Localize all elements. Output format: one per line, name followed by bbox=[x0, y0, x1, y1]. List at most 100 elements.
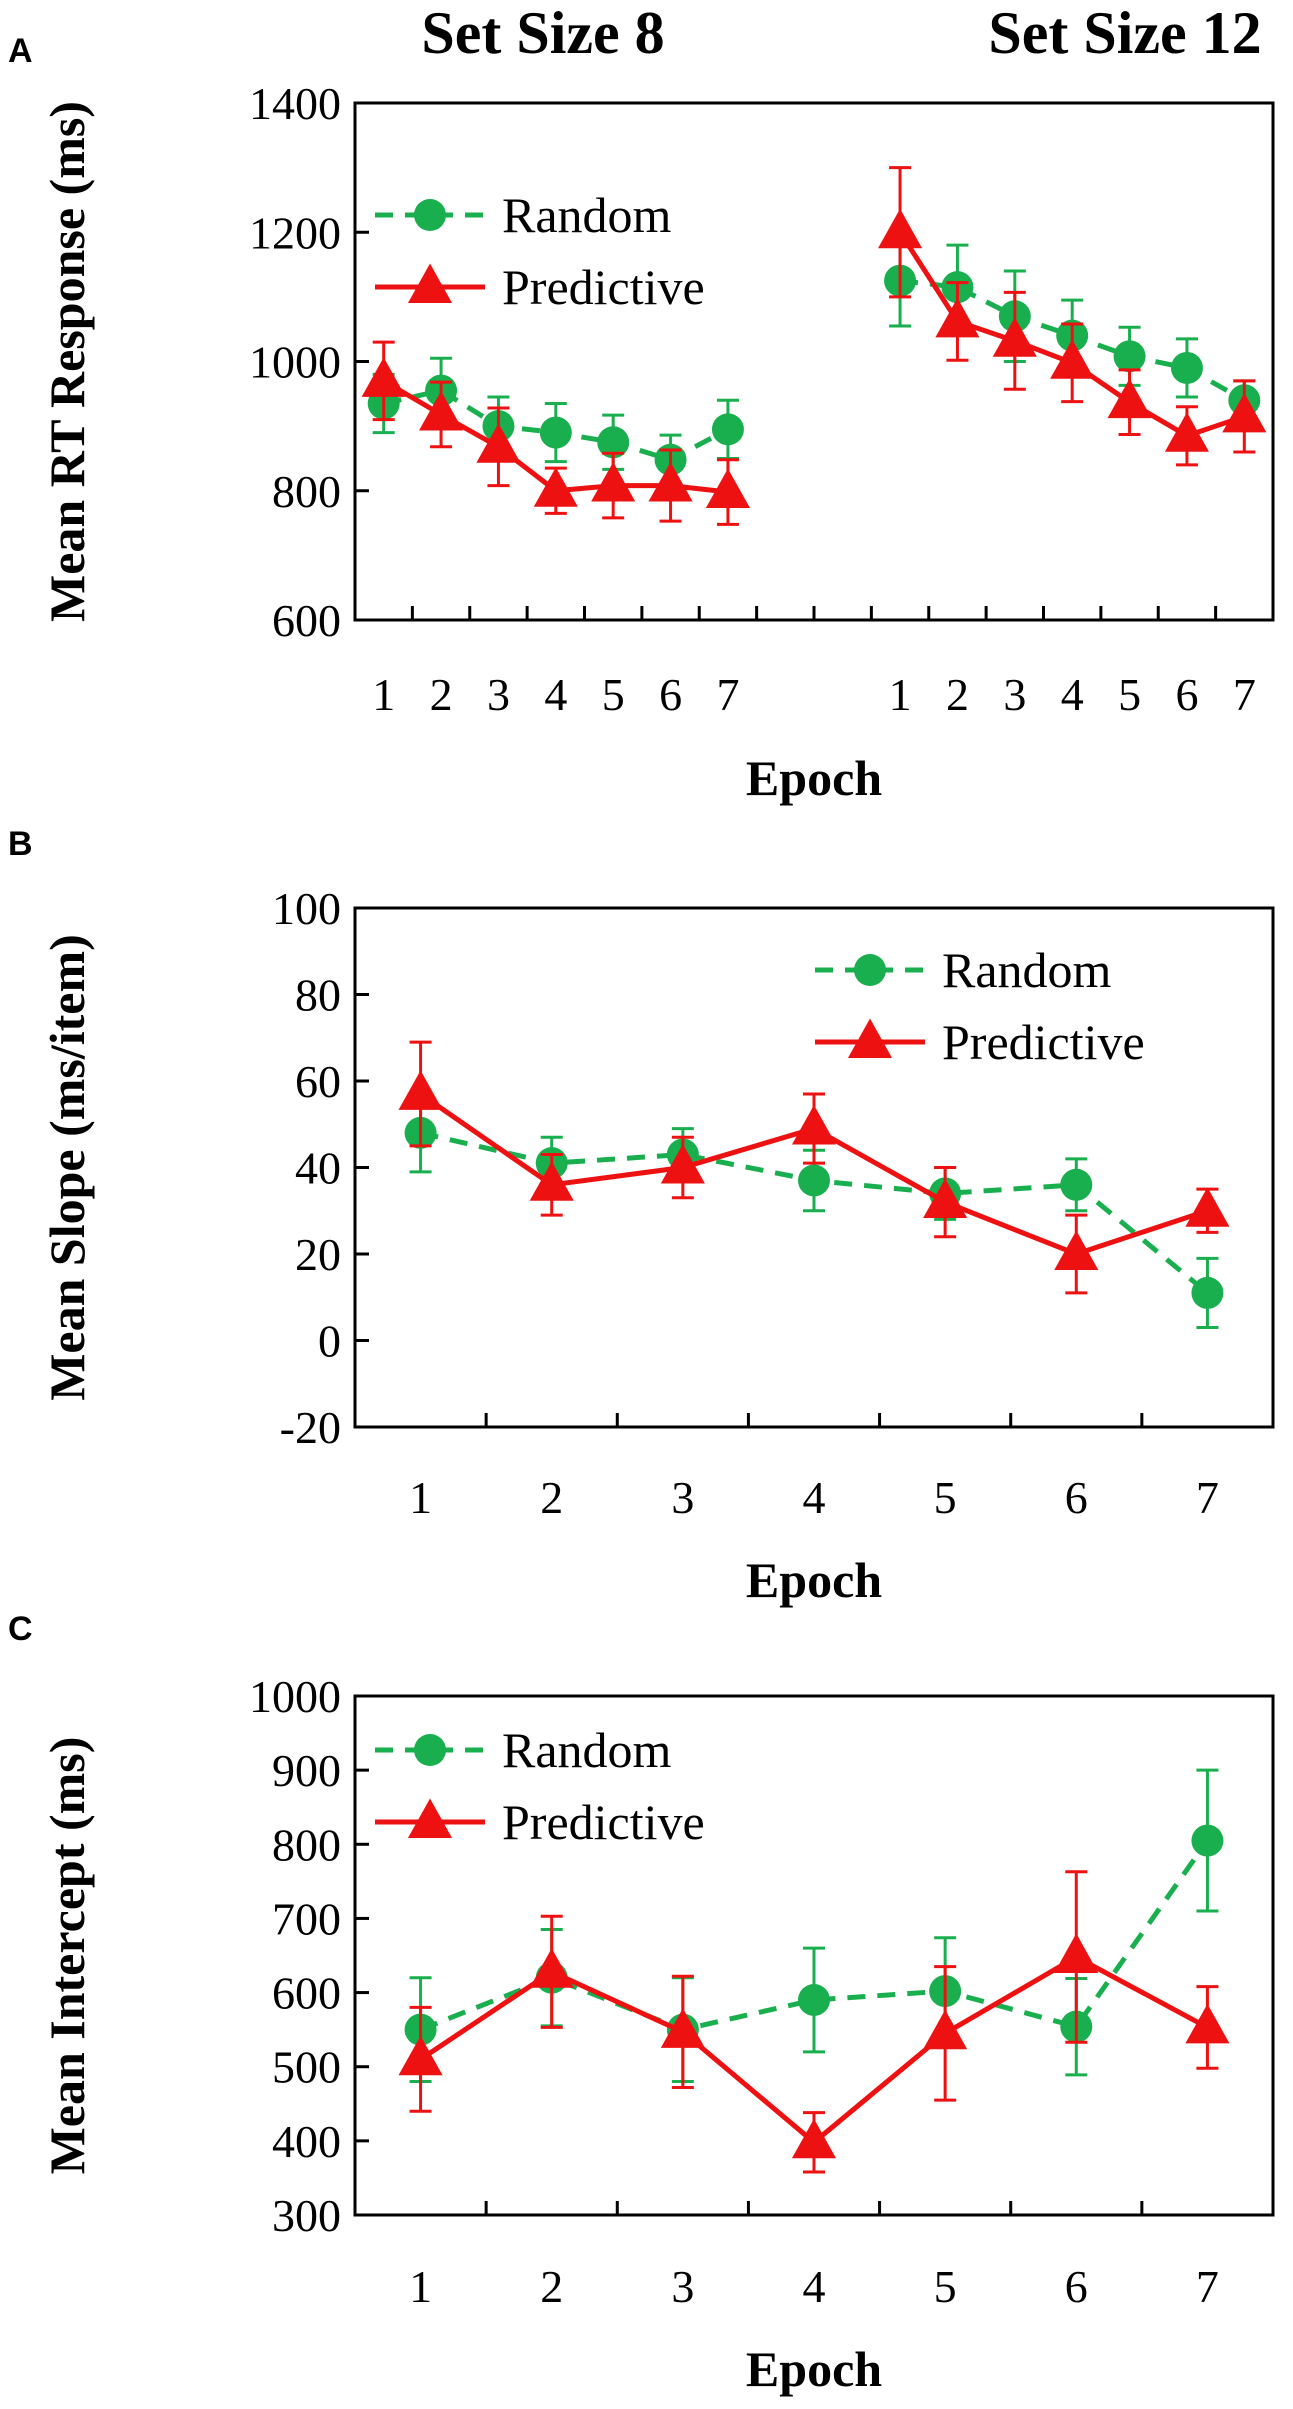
random-data-point bbox=[1170, 351, 1203, 384]
predictive-data-point bbox=[398, 1070, 443, 1110]
predictive-data-point bbox=[591, 462, 636, 502]
y-axis-title: Mean RT Response (ms) bbox=[39, 101, 95, 622]
predictive-data-point bbox=[992, 317, 1037, 357]
y-tick-label: 1200 bbox=[249, 207, 341, 258]
predictive-data-point bbox=[1050, 339, 1095, 379]
x-tick-label: 3 bbox=[487, 669, 510, 720]
legend-predictive-marker bbox=[847, 1018, 893, 1058]
y-tick-label: 80 bbox=[295, 970, 341, 1021]
y-tick-label: -20 bbox=[280, 1402, 341, 1453]
predictive-data-point bbox=[1185, 1187, 1230, 1227]
predictive-data-point bbox=[791, 2118, 837, 2159]
y-tick-label: 0 bbox=[318, 1316, 341, 1367]
predictive-data-point bbox=[398, 2035, 443, 2076]
y-axis-title: Mean Slope (ms/item) bbox=[39, 934, 95, 1401]
predictive-data-point bbox=[923, 1178, 968, 1219]
predictive-data-point bbox=[1222, 392, 1267, 433]
legend-random-marker bbox=[414, 1734, 446, 1766]
legend-random-marker bbox=[414, 199, 446, 231]
x-tick-label: 5 bbox=[1118, 669, 1141, 720]
x-tick-label: 3 bbox=[671, 2261, 694, 2312]
y-tick-label: 60 bbox=[295, 1056, 341, 1107]
x-tick-label: 6 bbox=[1175, 669, 1198, 720]
predictive-data-point bbox=[660, 2008, 705, 2048]
y-tick-label: 1400 bbox=[249, 78, 341, 129]
y-tick-label: 100 bbox=[272, 883, 341, 934]
x-axis-title: Epoch bbox=[746, 2341, 882, 2397]
panel-c-chart: 300 400 500 600 700 800 900 1000 Mean Intercept … bbox=[39, 1671, 1275, 2397]
y-tick-label: 800 bbox=[272, 1819, 341, 1870]
x-tick-label: 7 bbox=[716, 669, 739, 720]
predictive-data-point bbox=[705, 468, 750, 509]
set-size-8-title: Set Size 8 bbox=[421, 0, 664, 66]
random-data-point bbox=[539, 416, 572, 449]
predictive-data-point bbox=[935, 297, 980, 338]
y-tick-label: 500 bbox=[272, 2042, 341, 2093]
x-tick-label: 5 bbox=[934, 1472, 957, 1523]
x-tick-label: 4 bbox=[803, 1472, 826, 1523]
x-tick-label: 4 bbox=[1061, 669, 1084, 720]
random-data-point bbox=[1113, 340, 1146, 373]
y-tick-label: 400 bbox=[272, 2116, 341, 2167]
predictive-data-point bbox=[660, 1143, 705, 1184]
panel-b-chart: -20 0 20 40 60 80 100 Mean Slope (ms/item) Epoch… bbox=[39, 883, 1275, 1608]
y-tick-label: 600 bbox=[272, 595, 341, 646]
x-tick-label: 1 bbox=[409, 2261, 432, 2312]
x-axis-title: Epoch bbox=[746, 750, 882, 806]
x-tick-label: 6 bbox=[659, 669, 682, 720]
legend-predictive-marker bbox=[407, 1798, 453, 1838]
y-tick-label: 300 bbox=[272, 2190, 341, 2241]
panel-letter-b: B bbox=[8, 825, 33, 863]
x-tick-label: 6 bbox=[1065, 1472, 1088, 1523]
y-tick-label: 700 bbox=[272, 1893, 341, 1944]
legend-predictive-label: Predictive bbox=[502, 259, 705, 315]
y-tick-label: 600 bbox=[272, 1968, 341, 2019]
predictive-data-point bbox=[1054, 1933, 1099, 1973]
y-axis-title: Mean Intercept (ms) bbox=[39, 1737, 95, 2175]
legend-predictive-marker bbox=[407, 263, 453, 303]
predictive-data-point bbox=[419, 390, 464, 431]
y-tick-label: 800 bbox=[272, 466, 341, 517]
predictive-data-point bbox=[533, 467, 578, 507]
x-tick-label: 2 bbox=[946, 669, 969, 720]
predictive-data-point bbox=[878, 208, 923, 249]
predictive-data-point bbox=[476, 423, 521, 463]
x-axis-title: Epoch bbox=[746, 1552, 882, 1608]
legend-random-label: Random bbox=[502, 1722, 672, 1778]
predictive-data-point bbox=[1107, 378, 1152, 419]
predictive-data-point bbox=[923, 2009, 968, 2050]
y-tick-label: 1000 bbox=[249, 1671, 341, 1722]
legend-random-marker bbox=[854, 954, 886, 986]
legend-predictive-label: Predictive bbox=[942, 1014, 1145, 1070]
legend-random-label: Random bbox=[502, 187, 672, 243]
panel-a-chart: 600 800 1000 1200 1400 Mean RT Response (ms) E… bbox=[39, 78, 1275, 806]
x-tick-label: 1 bbox=[372, 669, 395, 720]
x-tick-label: 6 bbox=[1065, 2261, 1088, 2312]
panel-letter-a: A bbox=[8, 32, 33, 70]
random-data-point bbox=[597, 426, 630, 459]
x-tick-label: 5 bbox=[934, 2261, 957, 2312]
random-data-point bbox=[798, 1983, 830, 2016]
random-data-point bbox=[1060, 1168, 1093, 1201]
x-tick-label: 4 bbox=[544, 669, 567, 720]
x-tick-label: 3 bbox=[1003, 669, 1026, 720]
legend-predictive-label: Predictive bbox=[502, 1794, 705, 1850]
y-tick-label: 20 bbox=[295, 1229, 341, 1280]
x-tick-label: 7 bbox=[1196, 1472, 1219, 1523]
random-data-point bbox=[1191, 1824, 1224, 1857]
random-data-point bbox=[1191, 1276, 1224, 1309]
set-size-12-title: Set Size 12 bbox=[988, 0, 1261, 66]
predictive-data-point bbox=[791, 1105, 837, 1145]
x-tick-label: 7 bbox=[1233, 669, 1256, 720]
x-tick-label: 7 bbox=[1196, 2261, 1219, 2312]
legend-random-label: Random bbox=[942, 942, 1112, 998]
panel-letter-c: C bbox=[8, 1610, 33, 1648]
random-data-point bbox=[798, 1164, 830, 1197]
x-tick-label: 2 bbox=[430, 669, 453, 720]
predictive-data-point bbox=[1185, 2003, 1230, 2044]
y-tick-label: 900 bbox=[272, 1745, 341, 1796]
x-tick-label: 4 bbox=[803, 2261, 826, 2312]
plot-frame bbox=[353, 1694, 1275, 2217]
y-tick-label: 40 bbox=[295, 1143, 341, 1194]
